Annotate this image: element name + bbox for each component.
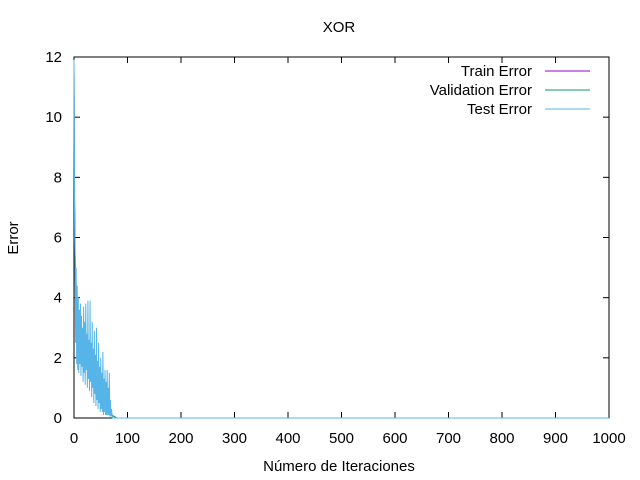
y-tick-label: 8: [54, 169, 62, 186]
legend-label-2: Validation Error: [430, 82, 532, 99]
x-tick-label: 100: [115, 430, 140, 447]
legend-label-1: Train Error: [461, 63, 532, 80]
x-tick-label: 400: [275, 430, 300, 447]
x-tick-label: 800: [489, 430, 514, 447]
x-axis-label: Número de Iteraciones: [263, 458, 415, 475]
x-tick-label: 500: [329, 430, 354, 447]
x-axis: 0 100 200 300 400 500 600 700 800 900 1000: [70, 57, 626, 447]
y-axis: 0 2 4 6 8 10 12: [45, 49, 609, 427]
legend: Train Error Validation Error Test Error: [430, 63, 590, 118]
x-tick-label: 700: [436, 430, 461, 447]
y-axis-label: Error: [5, 221, 22, 254]
y-tick-label: 10: [45, 109, 62, 126]
y-tick-label: 12: [45, 49, 62, 66]
chart-title: XOR: [323, 19, 356, 36]
x-tick-label: 600: [382, 430, 407, 447]
x-tick-label: 900: [543, 430, 568, 447]
series-line-2: [73, 69, 609, 419]
x-tick-label: 300: [222, 430, 247, 447]
y-tick-label: 0: [54, 410, 62, 427]
x-tick-label: 0: [70, 430, 78, 447]
y-tick-label: 2: [54, 350, 62, 367]
series-line-3: [73, 60, 609, 419]
y-tick-label: 4: [54, 290, 62, 307]
y-tick-label: 6: [54, 230, 62, 247]
x-tick-label: 1000: [592, 430, 625, 447]
legend-label-3: Test Error: [467, 101, 532, 118]
x-tick-label: 200: [168, 430, 193, 447]
series-layer: [73, 60, 609, 419]
